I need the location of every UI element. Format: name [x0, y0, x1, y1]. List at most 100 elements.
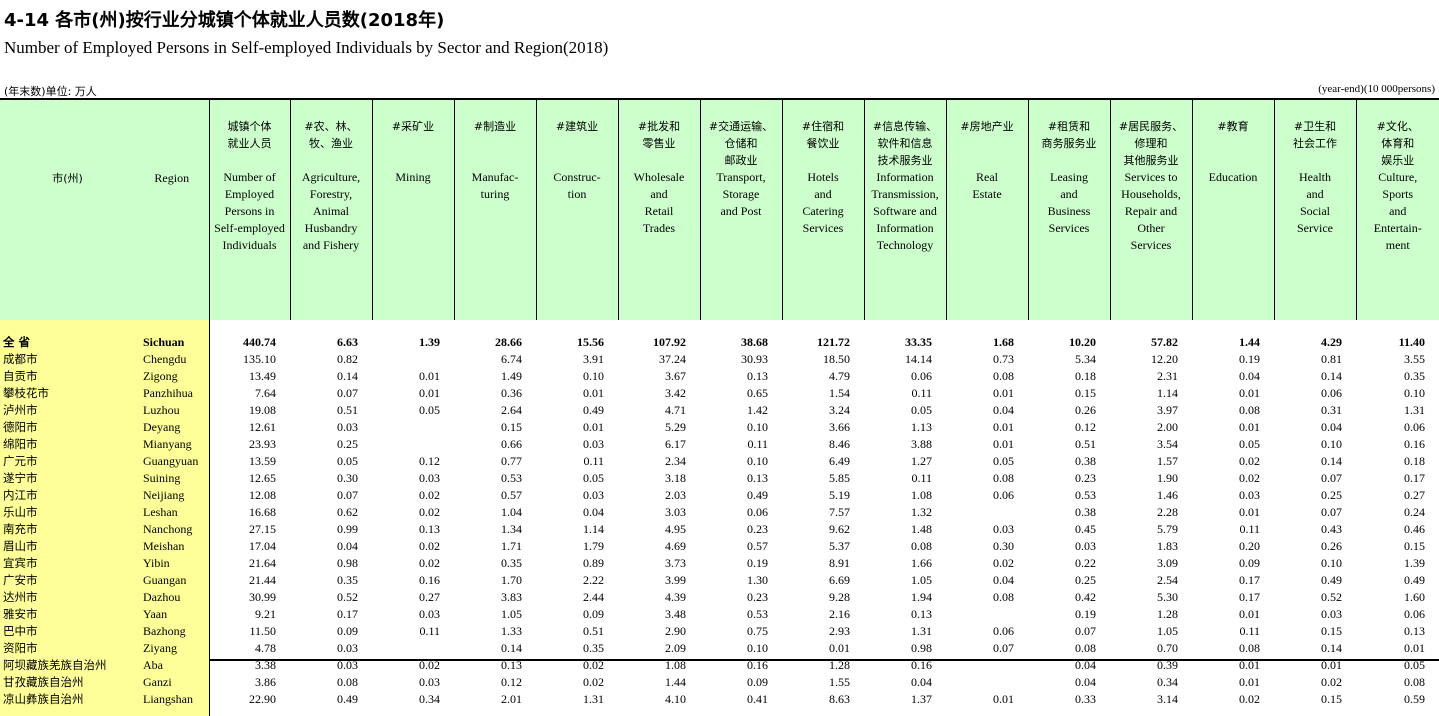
value-cell: 0.05 — [1404, 658, 1425, 672]
table-row: 成都市 Chengdu 135.10 0.82 6.74 3.91 37.24 30.93 18… — [0, 351, 1439, 368]
region-name-en: Dazhou — [135, 589, 209, 606]
header-en-line: Employed — [224, 187, 275, 201]
unit-note-chinese: (年末数)单位: 万人 — [4, 85, 97, 98]
value-cell: 33.35 — [905, 335, 932, 349]
value-cell: 0.05 — [993, 454, 1014, 468]
value-cell: 3.86 — [208, 674, 290, 691]
value-cell: 3.14 — [1157, 692, 1178, 706]
value-cell: 0.03 — [419, 675, 440, 689]
value-cell: 0.30 — [993, 539, 1014, 553]
value-cell: 0.24 — [1404, 505, 1425, 519]
value-cell: 2.90 — [665, 624, 686, 638]
header-cn-line: 娱乐业 — [1381, 154, 1415, 167]
value-cell: 0.49 — [583, 403, 604, 417]
header-en-line: Services — [802, 221, 844, 235]
header-en-line: Leasing — [1050, 170, 1088, 184]
value-cell: 1.34 — [501, 522, 522, 536]
value-cell: 0.10 — [747, 420, 768, 434]
value-cell: 0.19 — [747, 556, 768, 570]
value-cell: 0.30 — [337, 471, 358, 485]
value-cell: 0.01 — [993, 420, 1014, 434]
value-cell: 3.88 — [911, 437, 932, 451]
header-cn-line: #教育 — [1217, 120, 1249, 133]
header-en-line: Number of — [223, 170, 276, 184]
value-cell: 0.38 — [1075, 454, 1096, 468]
header-en-line: and — [1060, 187, 1078, 201]
value-cell: 2.16 — [829, 607, 850, 621]
value-cell: 0.39 — [1157, 658, 1178, 672]
region-name-en: Aba — [135, 657, 209, 674]
value-cell: 0.03 — [337, 641, 358, 655]
value-cell: 0.18 — [1404, 454, 1425, 468]
region-name-cn: 遂宁市 — [0, 470, 135, 487]
region-name-cn: 德阳市 — [0, 419, 135, 436]
value-cell: 0.08 — [911, 539, 932, 553]
value-cell: 0.17 — [1239, 590, 1260, 604]
value-cell: 4.71 — [665, 403, 686, 417]
value-cell: 0.08 — [1075, 641, 1096, 655]
header-en-line: Retail — [644, 204, 674, 218]
table-row: 达州市 Dazhou 30.99 0.52 0.27 3.83 2.44 4.39 0.23 9.… — [0, 589, 1439, 606]
value-cell: 0.03 — [1321, 607, 1342, 621]
value-cell: 1.05 — [501, 607, 522, 621]
header-en-line: Services — [1130, 238, 1172, 252]
region-name-cn: 宜宾市 — [0, 555, 135, 572]
table-title-chinese: 4-14 各市(州)按行业分城镇个体就业人员数(2018年) — [4, 10, 445, 31]
value-cell: 1.14 — [1157, 386, 1178, 400]
value-cell: 0.20 — [1239, 539, 1260, 553]
header-en-line: and — [814, 187, 832, 201]
value-cell: 0.06 — [993, 488, 1014, 502]
value-cell: 0.26 — [1321, 539, 1342, 553]
table-row: 阿坝藏族羌族自治州 Aba 3.38 0.03 0.02 0.13 0.02 1.08 0.16… — [0, 657, 1439, 674]
value-cell: 1.70 — [501, 573, 522, 587]
value-cell: 0.02 — [1239, 454, 1260, 468]
header-col-12: #教育 Education — [1191, 100, 1274, 320]
value-cell: 3.42 — [665, 386, 686, 400]
value-cell: 0.03 — [583, 488, 604, 502]
header-en-line: Trades — [642, 221, 676, 235]
value-cell: 0.98 — [337, 556, 358, 570]
value-cell: 0.25 — [1075, 573, 1096, 587]
header-col-10: #租赁和 商务服务业 Leasing and Business Services — [1027, 100, 1110, 320]
value-cell: 0.52 — [337, 590, 358, 604]
value-cell: 0.99 — [337, 522, 358, 536]
value-cell: 0.01 — [1239, 505, 1260, 519]
value-cell: 1.79 — [583, 539, 604, 553]
header-city: 市(州) — [0, 100, 135, 320]
value-cell: 0.11 — [1239, 624, 1260, 638]
value-cell: 0.05 — [911, 403, 932, 417]
value-cell: 1.08 — [911, 488, 932, 502]
header-col-13: #卫生和 社会工作 Health and Social Service — [1273, 100, 1356, 320]
region-name-cn: 绵阳市 — [0, 436, 135, 453]
value-cell: 38.68 — [741, 335, 768, 349]
value-cell: 2.09 — [665, 641, 686, 655]
header-en-line: Husbandry — [304, 221, 358, 235]
value-cell: 3.67 — [665, 369, 686, 383]
value-cell: 3.03 — [665, 505, 686, 519]
value-cell: 0.35 — [501, 556, 522, 570]
value-cell: 6.49 — [829, 454, 850, 468]
value-cell: 12.20 — [1151, 352, 1178, 366]
value-cell: 4.10 — [665, 692, 686, 706]
value-cell: 0.13 — [419, 522, 440, 536]
region-name-en: Guangan — [135, 572, 209, 589]
value-cell: 0.08 — [337, 675, 358, 689]
value-cell: 9.21 — [208, 606, 290, 623]
header-en-line: Entertain- — [1373, 221, 1422, 235]
table-header-row: 市(州) Region 城镇个体 就业人员 Number of Employed Per… — [0, 100, 1439, 320]
value-cell: 0.10 — [747, 641, 768, 655]
header-en-line: Service — [1297, 221, 1333, 235]
header-cn-line: #住宿和 — [801, 120, 845, 133]
value-cell: 3.66 — [829, 420, 850, 434]
region-name-cn: 达州市 — [0, 589, 135, 606]
value-cell: 0.23 — [747, 522, 768, 536]
value-cell: 0.13 — [1404, 624, 1425, 638]
header-cn-line: #制造业 — [473, 120, 517, 133]
table-row: 德阳市 Deyang 12.61 0.03 0.15 0.01 5.29 0.10 3.66 1.… — [0, 419, 1439, 436]
header-en-line: and Post — [720, 204, 762, 218]
header-cn-line: 社会工作 — [1293, 137, 1337, 150]
value-cell: 1.31 — [911, 624, 932, 638]
value-cell: 0.51 — [337, 403, 358, 417]
value-cell: 1.71 — [501, 539, 522, 553]
value-cell: 0.14 — [1321, 454, 1342, 468]
